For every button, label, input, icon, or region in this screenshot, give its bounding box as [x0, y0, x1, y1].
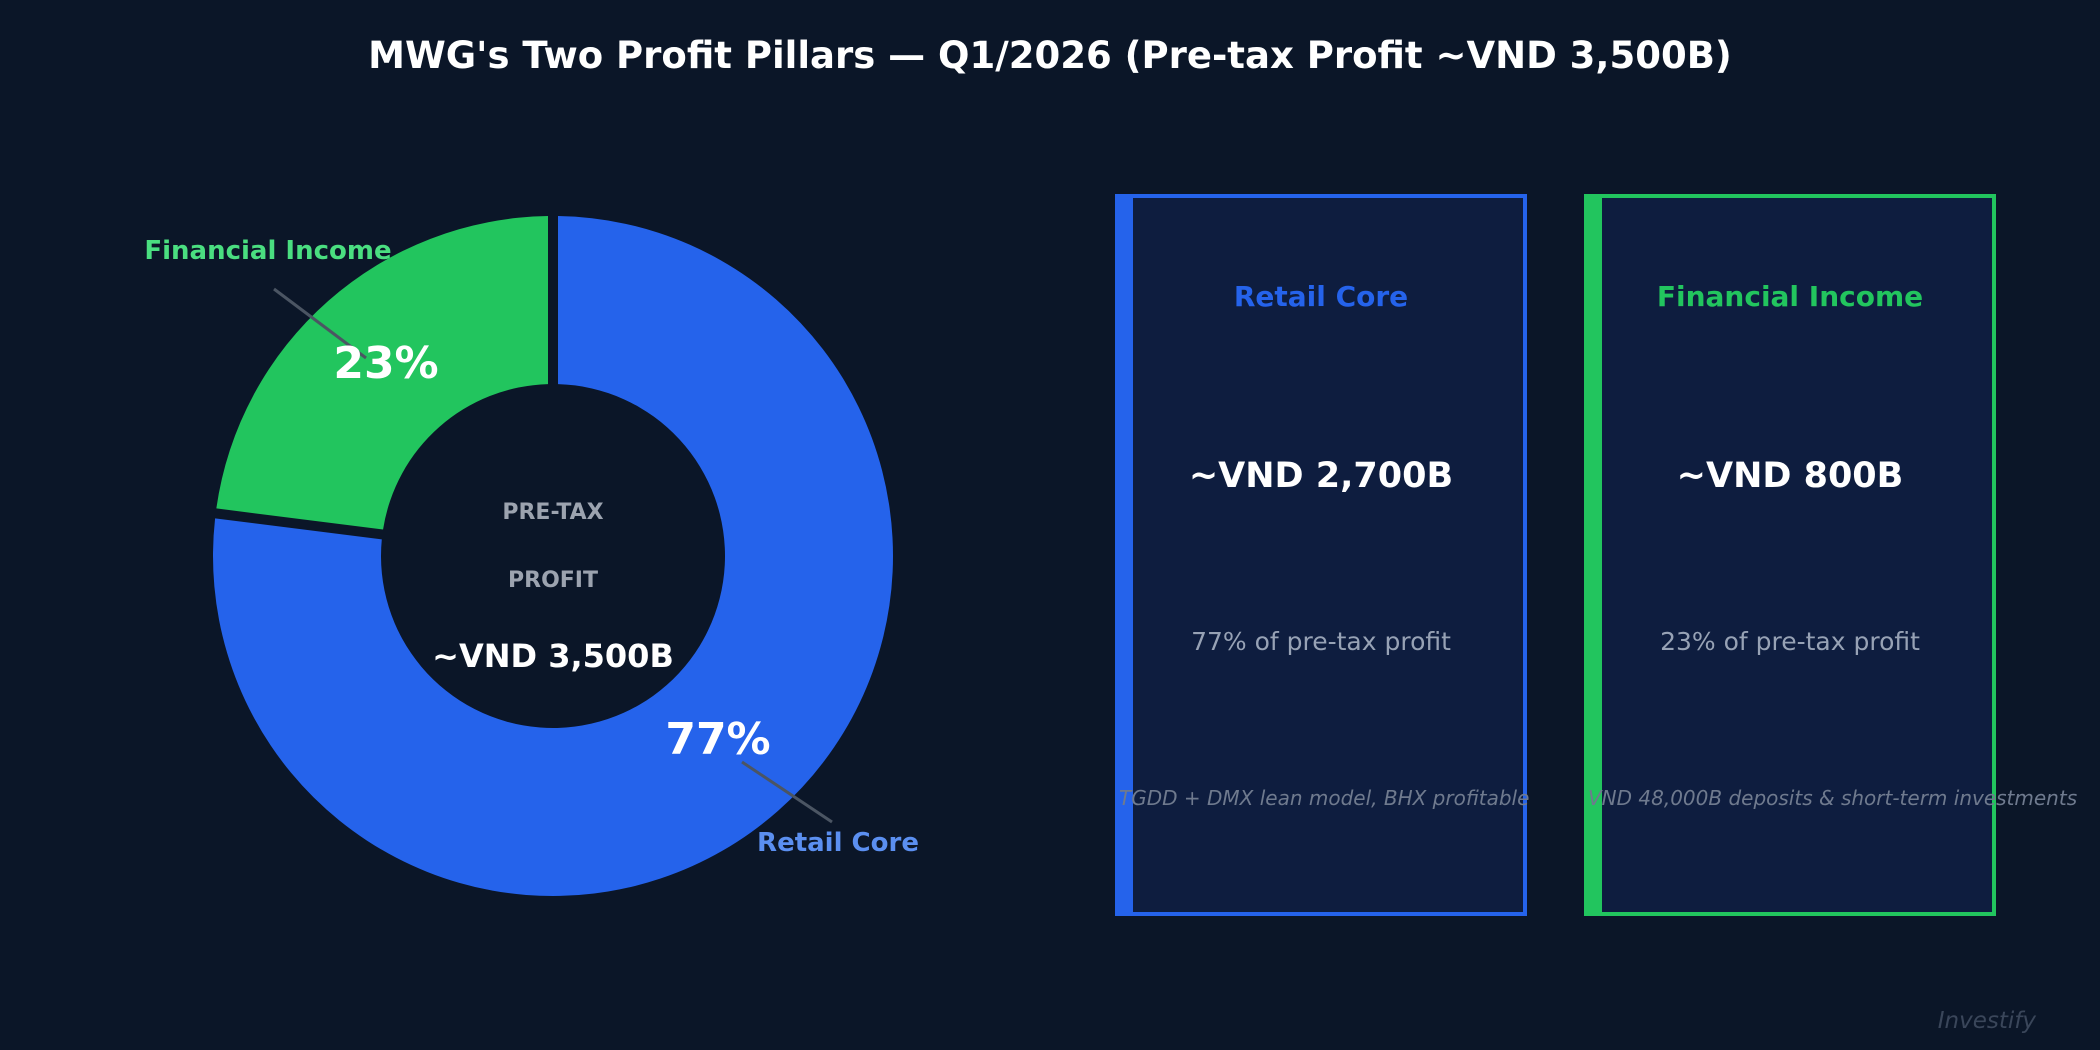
- retail-card-note: TGDD + DMX lean model, BHX profitable: [1119, 786, 1530, 810]
- donut-chart: 77% Retail Core 23% Financial Income PRE-TA…: [144, 216, 919, 897]
- center-total-value: ~VND 3,500B: [432, 637, 674, 675]
- leader-line-financial-income: [273, 287, 367, 360]
- financial-income-card: Financial Income ~VND 800B 23% of pre-ta…: [1584, 194, 2078, 916]
- retail-core-card: Retail Core ~VND 2,700B 77% of pre-tax p…: [1115, 194, 1530, 916]
- series-label-retail-core: Retail Core: [757, 828, 919, 858]
- center-label-line2: PROFIT: [508, 568, 598, 593]
- retail-card-share: 77% of pre-tax profit: [1191, 627, 1451, 656]
- financial-card-note: VND 48,000B deposits & short-term invest…: [1588, 786, 2078, 810]
- slice-labels: 77% Retail Core 23% Financial Income: [144, 236, 919, 858]
- pct-label-retail-core: 77%: [665, 714, 770, 765]
- donut-slices: [212, 216, 894, 897]
- chart-title: MWG's Two Profit Pillars — Q1/2026 (Pre-…: [368, 34, 1732, 77]
- center-label-line1: PRE-TAX: [502, 500, 603, 525]
- financial-card-accent-bar: [1588, 198, 1602, 912]
- pct-label-financial-income: 23%: [333, 338, 438, 389]
- financial-card-title: Financial Income: [1656, 280, 1924, 313]
- financial-card-share: 23% of pre-tax profit: [1660, 627, 1920, 656]
- leader-line-retail-core: [741, 760, 833, 824]
- retail-card-value: ~VND 2,700B: [1188, 456, 1454, 496]
- series-label-financial-income: Financial Income: [144, 236, 391, 266]
- retail-card-title: Retail Core: [1233, 280, 1409, 313]
- watermark: Investify: [1937, 1008, 2036, 1034]
- financial-card-value: ~VND 800B: [1676, 456, 1904, 496]
- retail-card-accent-bar: [1119, 198, 1133, 912]
- leader-lines: [273, 287, 833, 824]
- donut-slice-retail-core: [212, 216, 894, 897]
- donut-slice-financial-income: [216, 216, 549, 530]
